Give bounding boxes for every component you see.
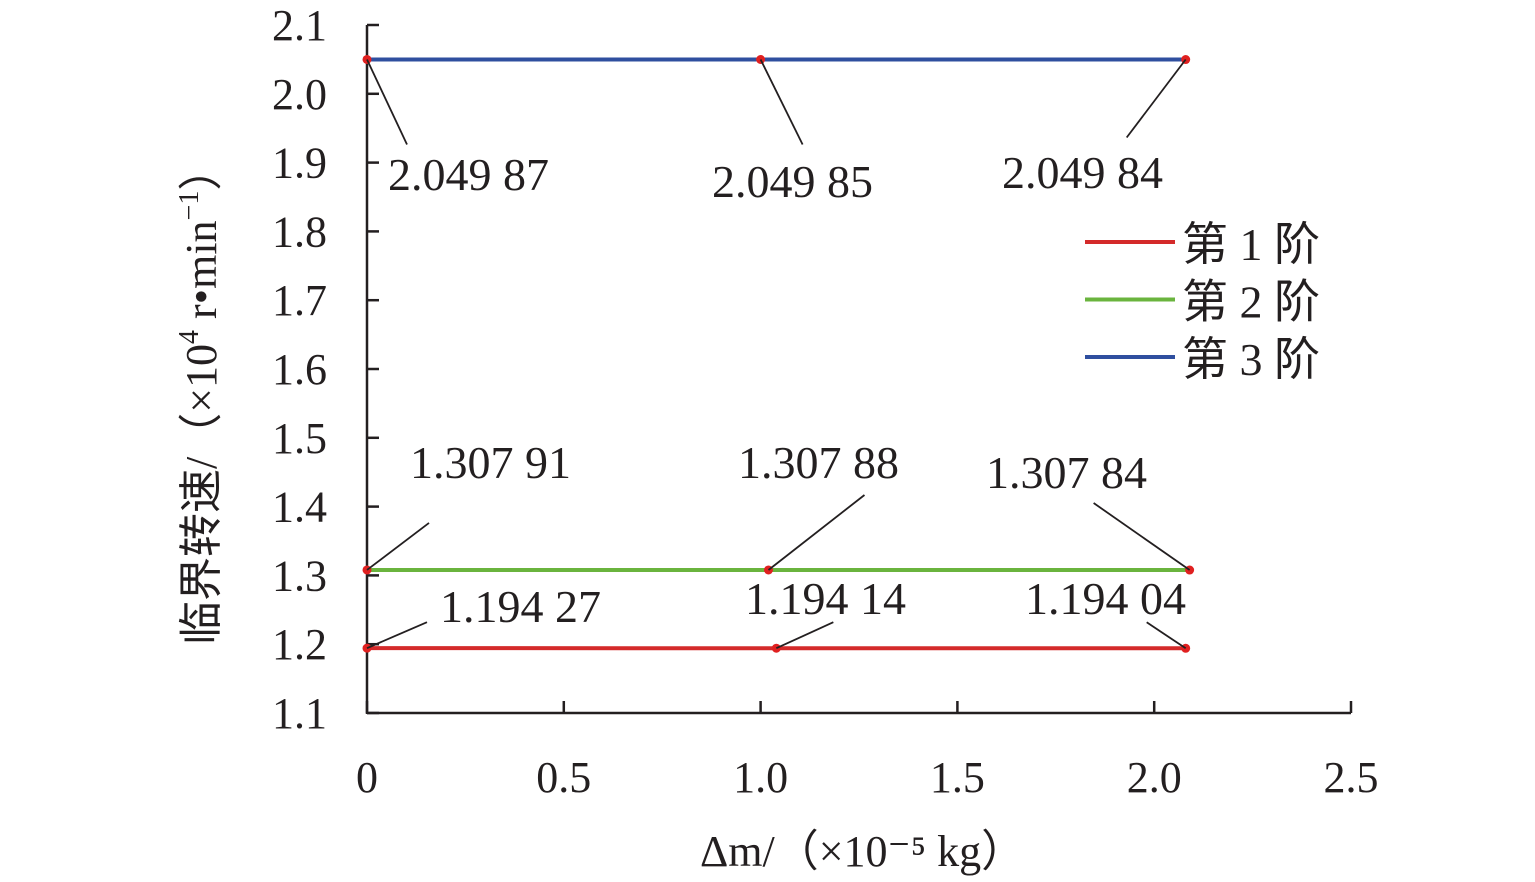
legend-label: 第 1 阶 xyxy=(1182,219,1320,270)
y-tick-label: 1.8 xyxy=(272,207,327,256)
y-tick-label: 1.2 xyxy=(272,620,327,669)
y-tick-label: 1.7 xyxy=(272,276,327,325)
x-tick-label: 1.0 xyxy=(733,753,788,802)
y-tick-label: 1.3 xyxy=(272,551,327,600)
leader-line xyxy=(366,522,430,571)
legend: 第 1 阶第 2 阶第 3 阶 xyxy=(1085,219,1320,385)
leader-line xyxy=(1146,621,1187,650)
leader-line xyxy=(759,59,804,145)
leader-line xyxy=(775,621,834,650)
y-tick-label: 1.5 xyxy=(272,414,327,463)
legend-label: 第 2 阶 xyxy=(1182,277,1320,328)
leader-line xyxy=(767,494,866,571)
x-axis-label: Δm/（×10⁻⁵ kg） xyxy=(700,827,1025,876)
y-axis-label: 临界转速/（×104 r•min−1） xyxy=(174,147,226,645)
leader-line xyxy=(1093,502,1191,571)
legend-label: 第 3 阶 xyxy=(1182,334,1320,385)
data-label: 2.049 85 xyxy=(712,156,873,207)
leader-line xyxy=(1125,58,1187,139)
y-tick-label: 1.6 xyxy=(272,345,327,394)
x-tick-label: 2.0 xyxy=(1127,753,1182,802)
y-tick-label: 1.1 xyxy=(272,689,327,738)
annotations: 1.194 27 1.194 14 1.194 04 1.307 91 1.307 88… xyxy=(366,58,1191,650)
x-tick-label: 0 xyxy=(356,753,378,802)
data-label: 1.194 14 xyxy=(745,573,906,624)
data-label: 1.194 27 xyxy=(440,581,601,632)
data-label: 2.049 84 xyxy=(1002,147,1163,198)
leader-line xyxy=(366,59,408,145)
x-tick-label: 2.5 xyxy=(1324,753,1379,802)
y-tick-label: 1.9 xyxy=(272,139,327,188)
x-tick-label: 0.5 xyxy=(536,753,591,802)
y-tick-label: 1.4 xyxy=(272,483,327,532)
data-label: 2.049 87 xyxy=(388,149,549,200)
data-label: 1.307 84 xyxy=(986,447,1147,498)
x-tick-label: 1.5 xyxy=(930,753,985,802)
leader-line xyxy=(366,621,428,649)
data-label: 1.307 91 xyxy=(410,437,571,488)
y-tick-label: 2.1 xyxy=(272,1,327,50)
data-label: 1.307 88 xyxy=(738,437,899,488)
y-tick-label: 2.0 xyxy=(272,70,327,119)
data-label: 1.194 04 xyxy=(1025,573,1186,624)
axes: 1.1 1.2 1.3 1.4 1.5 1.6 1.7 1.8 1.9 2.0 2.1 0 0.5 1.0… xyxy=(272,1,1379,802)
